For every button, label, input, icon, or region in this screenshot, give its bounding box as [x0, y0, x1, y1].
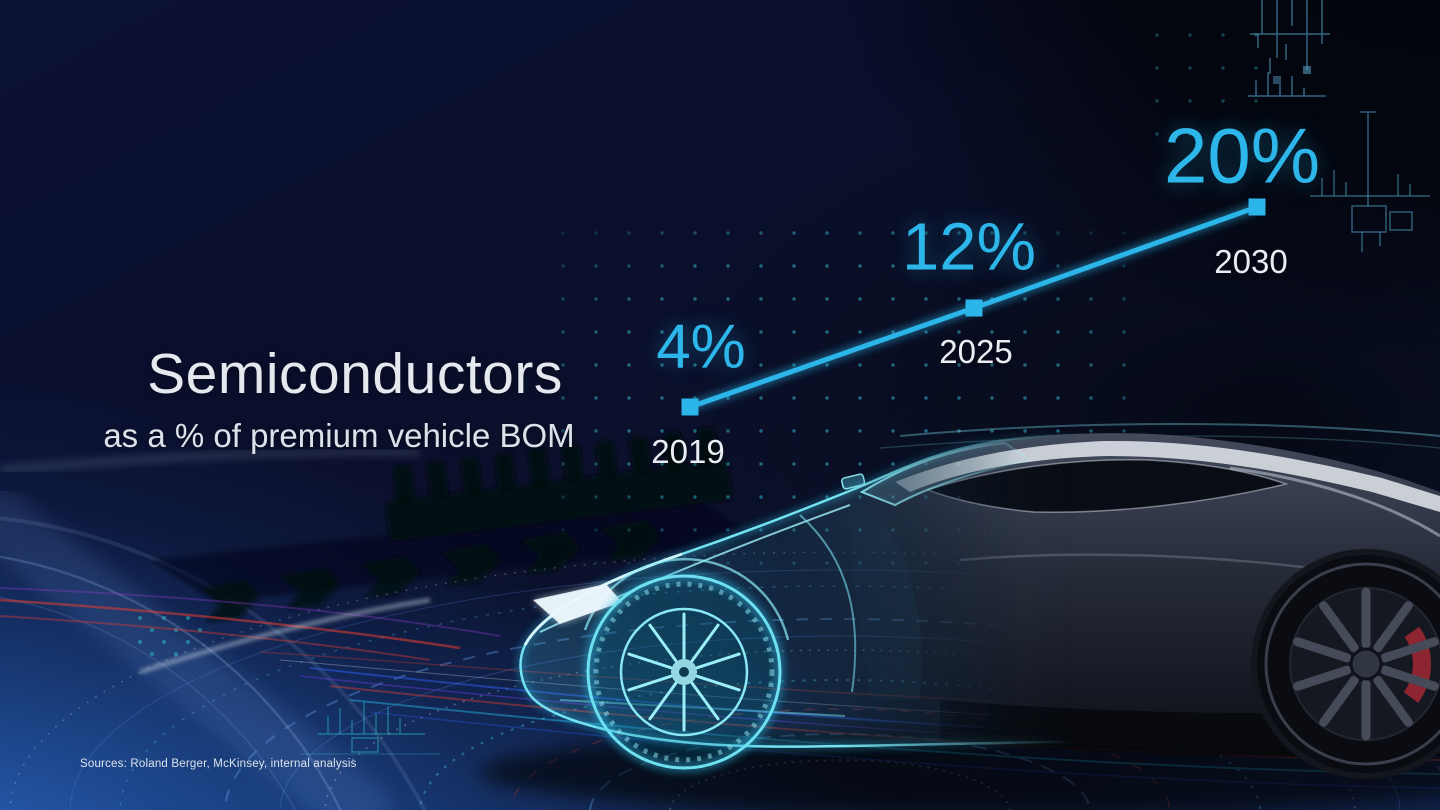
chart-value-label: 12% — [901, 209, 1037, 285]
circuit-trace-icon — [1310, 111, 1430, 252]
front-wheel-graphic — [583, 571, 785, 773]
headlight-graphic — [533, 584, 622, 624]
chart-year-label: 2030 — [1214, 243, 1288, 280]
page-title: Semiconductors — [147, 342, 563, 406]
corner-arc-decor — [0, 447, 427, 810]
chart-marker — [681, 398, 699, 416]
chart-value-label: 4% — [656, 312, 746, 382]
dot-grid-decor — [1140, 24, 1260, 136]
circuit-trace-icon — [300, 702, 440, 755]
dot-cluster-decor — [138, 616, 202, 656]
chart-year-label: 2025 — [939, 333, 1013, 370]
page-subtitle: as a % of premium vehicle BOM — [103, 417, 575, 454]
chart-value-label: 20% — [1163, 111, 1321, 200]
chart-marker — [1248, 198, 1266, 216]
chart-marker — [965, 299, 983, 317]
chart-year-label: 2019 — [651, 433, 725, 470]
source-note: Sources: Roland Berger, McKinsey, intern… — [80, 758, 357, 770]
